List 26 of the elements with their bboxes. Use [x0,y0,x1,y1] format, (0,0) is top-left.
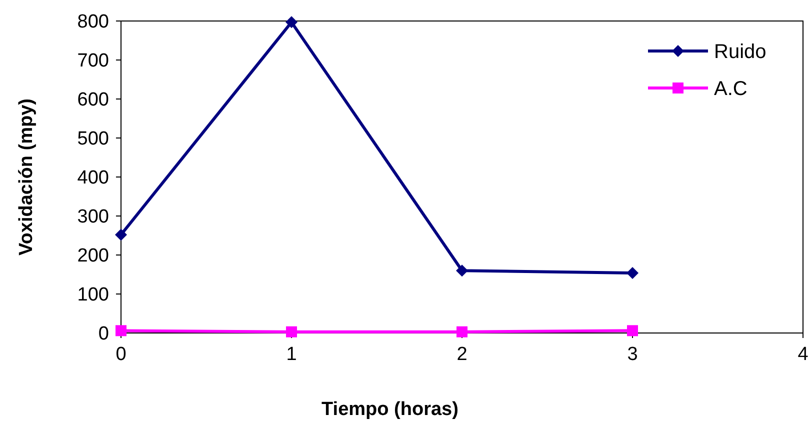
point [286,16,298,28]
x-tick-label: 2 [456,344,468,365]
x-tick-label: 3 [627,344,638,365]
point [115,228,127,241]
legend-label: Ruido [714,41,766,63]
point [627,325,638,336]
y-tick-label: 700 [77,50,109,72]
x-tick-label: 1 [286,344,297,365]
point [456,264,468,277]
y-tick-label: 400 [77,168,109,189]
y-tick-label: 800 [77,12,109,33]
y-axis-title: Voxidación (mpy) [16,98,37,256]
x-tick-label: 0 [116,344,126,365]
point [286,326,297,338]
y-tick-label: 100 [77,284,109,306]
point [116,325,126,336]
legend-label: A.C [714,78,748,100]
y-tick-label: 600 [77,90,109,111]
y-tick-label: 0 [98,324,109,345]
x-axis-title: Tiempo (horas) [322,399,458,420]
point [456,326,468,338]
y-tick-label: 200 [77,246,109,267]
x-tick-label: 4 [798,344,809,365]
y-tick-label: 300 [77,206,109,228]
point [626,266,638,279]
y-tick-label: 500 [77,128,109,150]
